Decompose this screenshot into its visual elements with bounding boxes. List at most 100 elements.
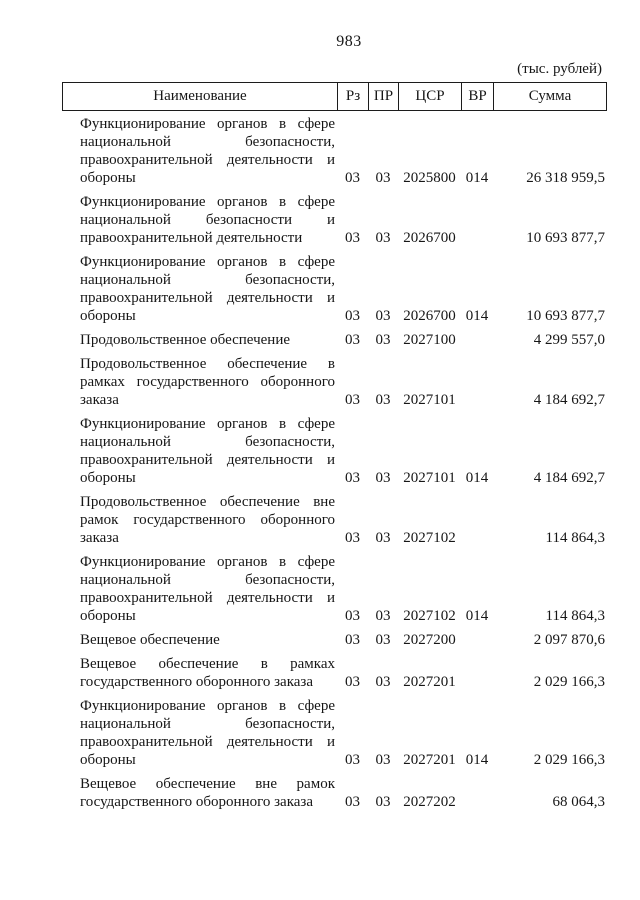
row-csr-value: 2027202: [403, 794, 456, 810]
row-csr-value: 2027101: [403, 470, 456, 486]
row-name-line: государственного оборонного заказа: [80, 794, 314, 810]
row-sum-value: 26 318 959,5: [526, 170, 605, 186]
row-name-line: национальной безопасности,: [80, 134, 335, 150]
row-sum-value: 114 864,3: [545, 608, 605, 624]
row-rz-value: 03: [345, 794, 360, 810]
column-header-csr: ЦСР: [398, 82, 462, 111]
row-vr-value: [461, 775, 493, 811]
table-row: Функционирование органов в сфере национал…: [62, 193, 608, 247]
row-csr-value: 2026700: [403, 230, 456, 246]
row-name-line: Продовольственное обеспечение в: [80, 356, 335, 372]
row-vr-value: [461, 193, 493, 247]
row-rz-value: 03: [345, 674, 360, 690]
row-sum-value: 2 029 166,3: [533, 752, 605, 768]
row-name-line: правоохранительной деятельности и: [80, 590, 335, 606]
row-pr-value: 03: [375, 530, 391, 546]
row-name-line: рамках государственного оборонного: [80, 374, 335, 390]
table-row: Функционирование органов в сфере национал…: [62, 253, 608, 325]
row-rz-value: 03: [345, 632, 360, 648]
row-sum-value: 10 693 877,7: [526, 308, 605, 324]
row-name-cell: Вещевое обеспечение вне рамок государстве…: [62, 775, 337, 811]
table-row: Продовольственное обеспечение 03 03 2027…: [62, 331, 608, 349]
row-csr-value: 2027101: [403, 392, 456, 408]
row-csr-value: 2027201: [403, 674, 456, 690]
row-csr-value: 2026700: [403, 308, 456, 324]
row-name-line: Продовольственное обеспечение: [80, 332, 290, 348]
table-row: Вещевое обеспечение вне рамок государстве…: [62, 775, 608, 811]
row-name-cell: Функционирование органов в сфере национал…: [62, 697, 337, 769]
budget-table-header: Наименование Рз ПР ЦСР ВР Сумма: [62, 82, 607, 111]
row-rz-value: 03: [345, 230, 360, 246]
row-sum-value: 4 299 557,0: [533, 332, 605, 348]
row-sum-value: 4 184 692,7: [533, 392, 605, 408]
row-vr-value: 014: [465, 308, 489, 324]
row-csr-value: 2025800: [403, 170, 456, 186]
row-name-line: правоохранительной деятельности и: [80, 290, 335, 306]
row-name-line: Функционирование органов в сфере: [80, 116, 335, 132]
row-name-line: национальной безопасности,: [80, 272, 335, 288]
row-pr-value: 03: [375, 674, 391, 690]
row-name-line: обороны: [80, 308, 136, 324]
row-rz-value: 03: [345, 170, 360, 186]
row-vr-value: [461, 331, 493, 349]
row-name-line: Вещевое обеспечение: [80, 632, 220, 648]
row-vr-value: 014: [465, 470, 489, 486]
row-name-line: обороны: [80, 170, 136, 186]
row-rz-value: 03: [345, 470, 360, 486]
row-csr-value: 2027201: [403, 752, 456, 768]
column-header-name: Наименование: [62, 82, 338, 111]
page-number: 983: [336, 33, 362, 50]
row-name-cell: Функционирование органов в сфере национал…: [62, 115, 337, 187]
row-rz-value: 03: [345, 530, 360, 546]
row-name-line: Продовольственное обеспечение вне: [80, 494, 335, 510]
column-header-rz: Рз: [337, 82, 369, 111]
row-pr-value: 03: [375, 470, 391, 486]
row-name-line: Вещевое обеспечение вне рамок: [80, 776, 335, 792]
row-name-cell: Функционирование органов в сфере национал…: [62, 553, 337, 625]
row-sum-value: 114 864,3: [545, 530, 605, 546]
row-name-line: обороны: [80, 752, 136, 768]
row-csr-value: 2027100: [403, 332, 456, 348]
row-name-cell: Функционирование органов в сфере национал…: [62, 253, 337, 325]
row-sum-value: 68 064,3: [552, 794, 606, 810]
row-name-line: Функционирование органов в сфере: [80, 194, 335, 210]
units-note: (тыс. рублей): [517, 61, 602, 77]
row-name-cell: Вещевое обеспечение в рамках государствен…: [62, 655, 337, 691]
row-vr-value: [461, 355, 493, 409]
row-pr-value: 03: [375, 392, 391, 408]
table-row: Вещевое обеспечение 03 03 2027200 2 097 …: [62, 631, 608, 649]
row-pr-value: 03: [375, 752, 391, 768]
row-csr-value: 2027200: [403, 632, 456, 648]
row-pr-value: 03: [375, 632, 391, 648]
row-name-cell: Функционирование органов в сфере национал…: [62, 193, 337, 247]
row-vr-value: [461, 493, 493, 547]
row-pr-value: 03: [375, 170, 391, 186]
row-name-line: обороны: [80, 608, 136, 624]
row-name-line: заказа: [80, 530, 119, 546]
row-name-line: национальной безопасности и: [80, 212, 335, 228]
row-name-cell: Функционирование органов в сфере национал…: [62, 415, 337, 487]
row-name-line: Вещевое обеспечение в рамках: [80, 656, 335, 672]
row-vr-value: [461, 655, 493, 691]
row-name-line: правоохранительной деятельности и: [80, 152, 335, 168]
table-row: Вещевое обеспечение в рамках государствен…: [62, 655, 608, 691]
row-pr-value: 03: [375, 230, 391, 246]
column-header-sum: Сумма: [493, 82, 607, 111]
row-name-line: обороны: [80, 470, 136, 486]
row-rz-value: 03: [345, 332, 360, 348]
table-row: Продовольственное обеспечение вне рамок г…: [62, 493, 608, 547]
table-row: Продовольственное обеспечение в рамках го…: [62, 355, 608, 409]
row-csr-value: 2027102: [403, 608, 456, 624]
row-name-line: Функционирование органов в сфере: [80, 554, 335, 570]
row-name-line: заказа: [80, 392, 119, 408]
row-name-line: национальной безопасности,: [80, 434, 335, 450]
table-row: Функционирование органов в сфере национал…: [62, 415, 608, 487]
table-row: Функционирование органов в сфере национал…: [62, 553, 608, 625]
row-name-cell: Продовольственное обеспечение в рамках го…: [62, 355, 337, 409]
row-vr-value: 014: [465, 608, 489, 624]
row-name-line: рамок государственного оборонного: [80, 512, 335, 528]
row-rz-value: 03: [345, 752, 360, 768]
row-name-cell: Продовольственное обеспечение: [62, 331, 337, 349]
column-header-vr: ВР: [461, 82, 494, 111]
row-name-cell: Вещевое обеспечение: [62, 631, 337, 649]
